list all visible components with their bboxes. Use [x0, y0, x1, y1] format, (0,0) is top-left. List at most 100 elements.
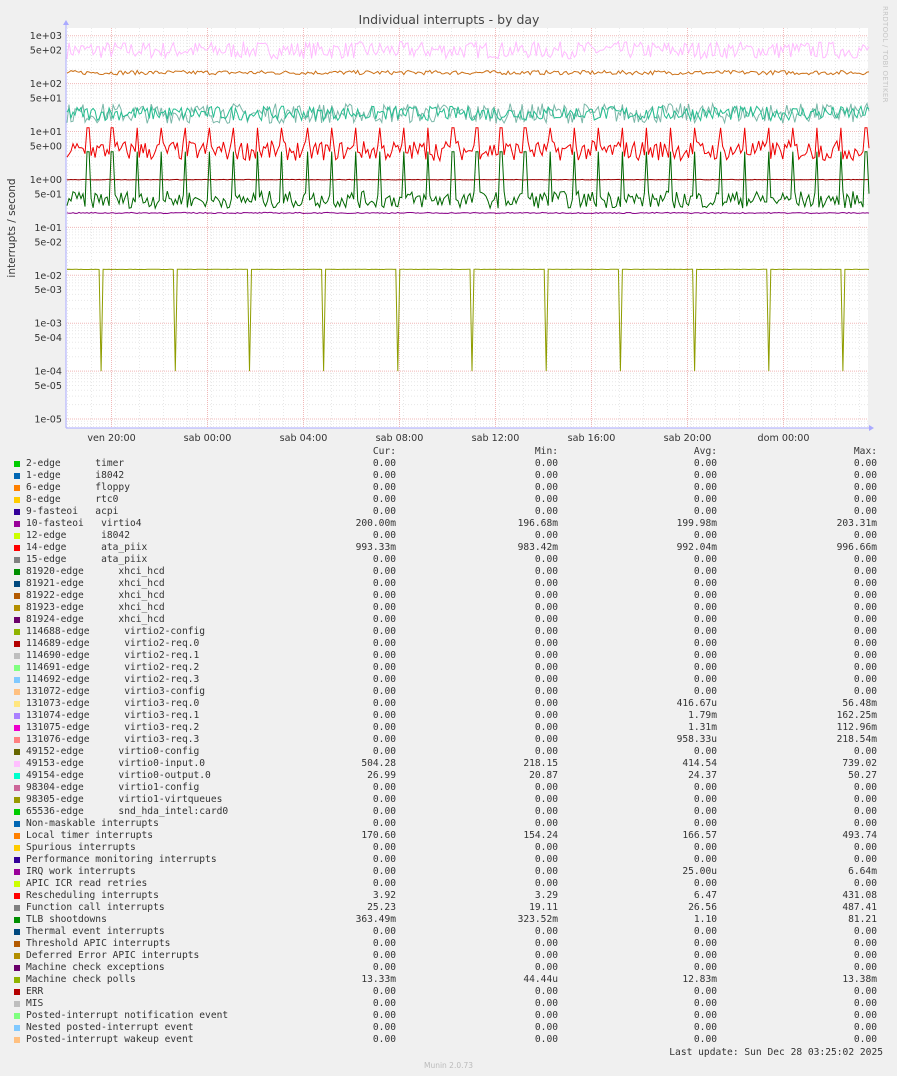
- legend-swatch: [14, 797, 20, 803]
- legend-swatch: [14, 593, 20, 599]
- y-tick-label: 5e-03: [34, 285, 62, 296]
- legend-name: 65536-edge snd_hda_intel:card0: [26, 806, 229, 817]
- plot-area: [66, 28, 868, 428]
- legend-row: 65536-edge snd_hda_intel:card0 0.00 0.00 0.…: [0, 806, 897, 818]
- legend-min-value: 0.00: [534, 590, 558, 601]
- legend-swatch: [14, 857, 20, 863]
- legend-cur-value: 993.33m: [355, 542, 396, 553]
- legend-max-value: 112.96m: [836, 722, 877, 733]
- legend-cur-value: 0.00: [372, 482, 396, 493]
- legend-swatch: [14, 989, 20, 995]
- chart: Individual interrupts - by day interrupt…: [6, 12, 874, 444]
- legend-swatch: [14, 881, 20, 887]
- legend-row: 1-edge i8042 0.00 0.00 0.00 0.00: [0, 470, 897, 482]
- y-tick-label: 5e-02: [34, 237, 62, 248]
- legend-max-value: 431.08: [842, 890, 877, 901]
- legend-swatch: [14, 677, 20, 683]
- legend-name: 49152-edge virtio0-config: [26, 746, 200, 757]
- legend-row: Machine check polls 13.33m 44.44u 12.83m 13.…: [0, 974, 897, 986]
- legend-name: 131074-edge virtio3-req.1: [26, 710, 200, 721]
- series-line: [66, 151, 870, 211]
- legend-avg-value: 0.00: [693, 1034, 717, 1045]
- y-tick-label: 1e+01: [30, 127, 62, 138]
- legend-min-value: 0.00: [534, 578, 558, 589]
- legend-name: Posted-interrupt notification event: [26, 1010, 229, 1021]
- legend-row: 131075-edge virtio3-req.2 0.00 0.00 1.31m 11…: [0, 722, 897, 734]
- legend-header-cur: Cur:: [372, 446, 396, 457]
- legend-cur-value: 504.28: [361, 758, 396, 769]
- legend-cur-value: 0.00: [372, 494, 396, 505]
- legend-max-value: 56.48m: [842, 698, 877, 709]
- legend-swatch: [14, 701, 20, 707]
- legend-swatch: [14, 497, 20, 503]
- legend-avg-value: 0.00: [693, 506, 717, 517]
- legend-avg-value: 992.04m: [676, 542, 717, 553]
- y-tick-label: 1e-02: [34, 271, 62, 282]
- legend-max-value: 0.00: [853, 626, 877, 637]
- legend-avg-value: 0.00: [693, 650, 717, 661]
- legend-max-value: 0.00: [853, 494, 877, 505]
- legend-min-value: 0.00: [534, 566, 558, 577]
- legend-cur-value: 0.00: [372, 578, 396, 589]
- legend-cur-value: 0.00: [372, 1034, 396, 1045]
- legend-max-value: 0.00: [853, 782, 877, 793]
- chart-title: Individual interrupts - by day: [359, 12, 541, 27]
- legend-row: Deferred Error APIC interrupts 0.00 0.00 0.…: [0, 950, 897, 962]
- legend-row: Spurious interrupts 0.00 0.00 0.00 0.00: [0, 842, 897, 854]
- legend-min-value: 0.00: [534, 638, 558, 649]
- legend-name: 9-fasteoi acpi: [26, 506, 119, 517]
- legend-max-value: 0.00: [853, 530, 877, 541]
- legend-swatch: [14, 905, 20, 911]
- legend-row: 131073-edge virtio3-req.0 0.00 0.00 416.67u…: [0, 698, 897, 710]
- legend-name: Machine check polls: [26, 974, 136, 985]
- legend-min-value: 3.29: [534, 890, 558, 901]
- legend-min-value: 0.00: [534, 602, 558, 613]
- x-tick-label: sab 12:00: [472, 433, 520, 444]
- legend-header-max: Max:: [853, 446, 877, 457]
- legend-swatch: [14, 485, 20, 491]
- legend-min-value: 0.00: [534, 698, 558, 709]
- legend-max-value: 0.00: [853, 794, 877, 805]
- legend-min-value: 0.00: [534, 986, 558, 997]
- legend-min-value: 323.52m: [517, 914, 558, 925]
- legend-avg-value: 0.00: [693, 1022, 717, 1033]
- legend-name: 49153-edge virtio0-input.0: [26, 758, 206, 769]
- legend-name: Thermal event interrupts: [26, 926, 165, 937]
- legend-cur-value: 0.00: [372, 566, 396, 577]
- legend-name: IRQ work interrupts: [26, 866, 136, 877]
- legend-avg-value: 0.00: [693, 842, 717, 853]
- legend-name: Function call interrupts: [26, 902, 165, 913]
- legend-name: MIS: [26, 998, 44, 1009]
- legend-swatch: [14, 545, 20, 551]
- legend-max-value: 0.00: [853, 590, 877, 601]
- legend-avg-value: 25.00u: [682, 866, 717, 877]
- legend-avg-value: 414.54: [682, 758, 717, 769]
- legend-avg-value: 0.00: [693, 986, 717, 997]
- legend-avg-value: 0.00: [693, 806, 717, 817]
- legend-min-value: 0.00: [534, 710, 558, 721]
- legend-min-value: 0.00: [534, 530, 558, 541]
- legend-row: 2-edge timer 0.00 0.00 0.00 0.00: [0, 458, 897, 470]
- legend-max-value: 0.00: [853, 674, 877, 685]
- legend-avg-value: 0.00: [693, 782, 717, 793]
- legend-min-value: 0.00: [534, 962, 558, 973]
- legend-max-value: 739.02: [842, 758, 877, 769]
- legend-row: IRQ work interrupts 0.00 0.00 25.00u 6.64m: [0, 866, 897, 878]
- legend-name: 98304-edge virtio1-config: [26, 782, 200, 793]
- legend-cur-value: 0.00: [372, 986, 396, 997]
- legend-swatch: [14, 629, 20, 635]
- legend-min-value: 154.24: [523, 830, 558, 841]
- legend-avg-value: 6.47: [693, 890, 717, 901]
- legend-avg-value: 0.00: [693, 938, 717, 949]
- legend-name: 12-edge i8042: [26, 530, 130, 541]
- legend-swatch: [14, 533, 20, 539]
- legend-cur-value: 170.60: [361, 830, 396, 841]
- legend-avg-value: 166.57: [682, 830, 717, 841]
- legend-name: 81921-edge xhci_hcd: [26, 578, 165, 589]
- legend-avg-value: 0.00: [693, 818, 717, 829]
- legend-cur-value: 0.00: [372, 554, 396, 565]
- legend-min-value: 0.00: [534, 938, 558, 949]
- legend-row: 49152-edge virtio0-config 0.00 0.00 0.00 0.0…: [0, 746, 897, 758]
- legend-name: Deferred Error APIC interrupts: [26, 950, 200, 961]
- legend-swatch: [14, 653, 20, 659]
